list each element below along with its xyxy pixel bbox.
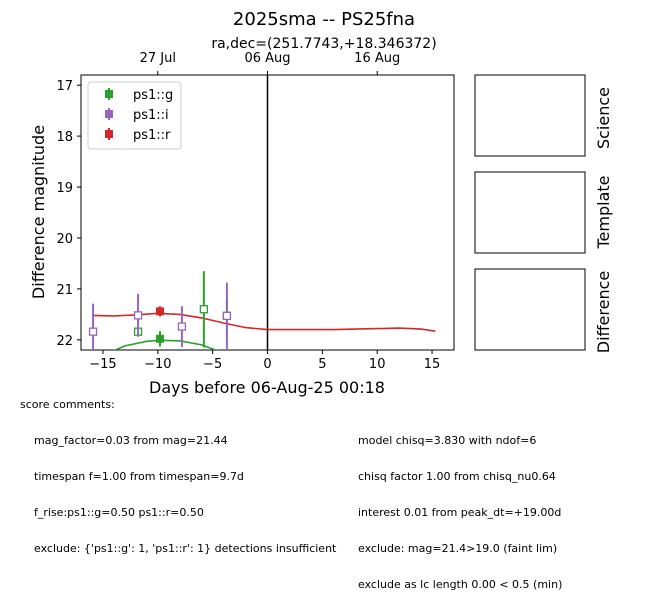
limit-point-ps1--i [133,311,143,320]
comment-line: chisq factor 1.00 from chisq_nu0.64 [358,470,556,483]
legend-label-r: ps1::r [133,128,171,143]
template-panel [474,171,586,254]
comment-line: mag_factor=0.03 from mag=21.44 [34,434,228,447]
detection-point-ps1--g [155,334,164,343]
y-tick-label: 20 [56,232,73,247]
axis-ticks: −15 −10 −5 0 5 10 15 17 18 19 20 21 22 27 Jul 06 Aug 16… [56,51,440,372]
comment-line: timespan f=1.00 from timespan=9.7d [34,470,244,483]
comment-line: exclude: mag=21.4>19.0 (faint lim) [358,542,558,555]
legend-entry-g: ps1::g [105,88,173,103]
top-tick-label: 27 Jul [140,51,176,66]
difference-panel [474,268,586,351]
model-curve-ps1--r [91,312,436,332]
x-tick-label: −10 [144,357,171,372]
limit-point-ps1--i [88,327,98,336]
y-tick-label: 19 [56,181,73,196]
comment-line: exclude as lc length 0.00 < 0.5 (min) [358,578,563,591]
model-curve-ps1--g [113,339,218,350]
detection-point-ps1--r [155,307,164,316]
limit-point-ps1--i [177,322,187,331]
x-tick-label: −5 [203,357,222,372]
score-comments-left: mag_factor=0.03 from mag=21.44 timespan … [34,411,336,567]
x-tick-label: 15 [424,357,441,372]
limit-point-ps1--i [222,311,232,321]
data-layer [88,75,436,350]
lightcurve-figure: 2025sma -- PS25fna ra,dec=(251.7743,+18.… [29,9,613,397]
limit-point-ps1--g [199,305,209,314]
comment-line: model chisq=3.830 with ndof=6 [358,434,537,447]
y-axis-label: Difference magnitude [29,125,48,299]
science-label: Science [594,87,613,149]
x-axis-label: Days before 06-Aug-25 00:18 [149,378,385,397]
y-tick-label: 18 [56,130,73,145]
score-comments-right: model chisq=3.830 with ndof=6 chisq fact… [358,411,562,603]
science-panel [474,74,586,157]
legend-entry-i: ps1::i [105,108,169,123]
y-tick-label: 21 [56,283,73,298]
comment-line: exclude: {'ps1::g': 1, 'ps1::r': 1} dete… [34,542,337,555]
top-tick-label: 16 Aug [354,51,400,66]
legend-label-i: ps1::i [133,108,169,123]
score-comments-header: score comments: [20,398,115,411]
x-tick-label: −15 [89,357,116,372]
x-tick-label: 0 [263,357,271,372]
legend-label-g: ps1::g [133,88,173,103]
x-tick-label: 5 [318,357,326,372]
y-tick-label: 22 [56,334,73,349]
y-tick-label: 17 [56,79,73,94]
difference-label: Difference [594,271,613,353]
chart-subtitle: ra,dec=(251.7743,+18.346372) [211,36,436,52]
comment-line: interest 0.01 from peak_dt=+19.00d [358,506,562,519]
template-label: Template [594,175,613,249]
legend-entry-r: ps1::r [105,128,171,143]
x-tick-label: 10 [369,357,386,372]
legend: ps1::g ps1::i ps1::r [87,81,182,150]
top-tick-label: 06 Aug [244,51,290,66]
chart-title: 2025sma -- PS25fna [233,9,415,30]
comment-line: f_rise:ps1::g=0.50 ps1::r=0.50 [34,506,204,519]
